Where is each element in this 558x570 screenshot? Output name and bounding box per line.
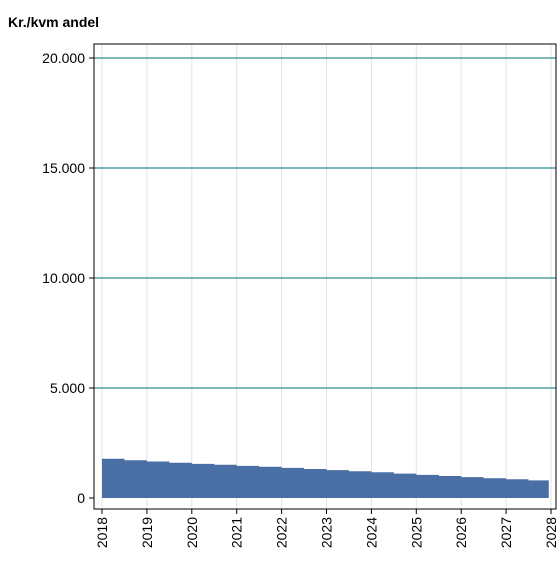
- x-tick-label: 2022: [274, 517, 290, 548]
- x-tick-label: 2020: [184, 517, 200, 548]
- x-tick-layer: 2018 2019 2020 2021 2022 2023 2024 2025 2026 2027…: [94, 509, 558, 548]
- frame-layer: [93, 43, 557, 510]
- chart-title: Kr./kvm andel: [8, 14, 99, 30]
- y-tick-label: 5.000: [50, 380, 85, 396]
- x-tick-label: 2019: [139, 517, 155, 548]
- x-tick-label: 2023: [319, 517, 335, 548]
- major-grid-layer: [94, 57, 556, 389]
- x-tick-label: 2027: [498, 517, 514, 548]
- area-series: [102, 458, 549, 498]
- y-tick-label: 0: [77, 490, 85, 506]
- x-tick-label: 2028: [543, 517, 558, 548]
- x-tick-label: 2018: [94, 517, 110, 548]
- y-tick-label: 10.000: [42, 270, 85, 286]
- y-tick-layer: 0 5.000 10.000 15.000 20.000: [42, 50, 94, 506]
- area-layer: [102, 458, 549, 498]
- plot-frame: [93, 43, 557, 510]
- minor-grid-layer: [101, 44, 552, 509]
- y-tick-label: 15.000: [42, 160, 85, 176]
- y-tick-label: 20.000: [42, 50, 85, 66]
- x-tick-label: 2021: [229, 517, 245, 548]
- x-tick-label: 2024: [363, 517, 379, 548]
- x-tick-label: 2025: [408, 517, 424, 548]
- x-tick-label: 2026: [453, 517, 469, 548]
